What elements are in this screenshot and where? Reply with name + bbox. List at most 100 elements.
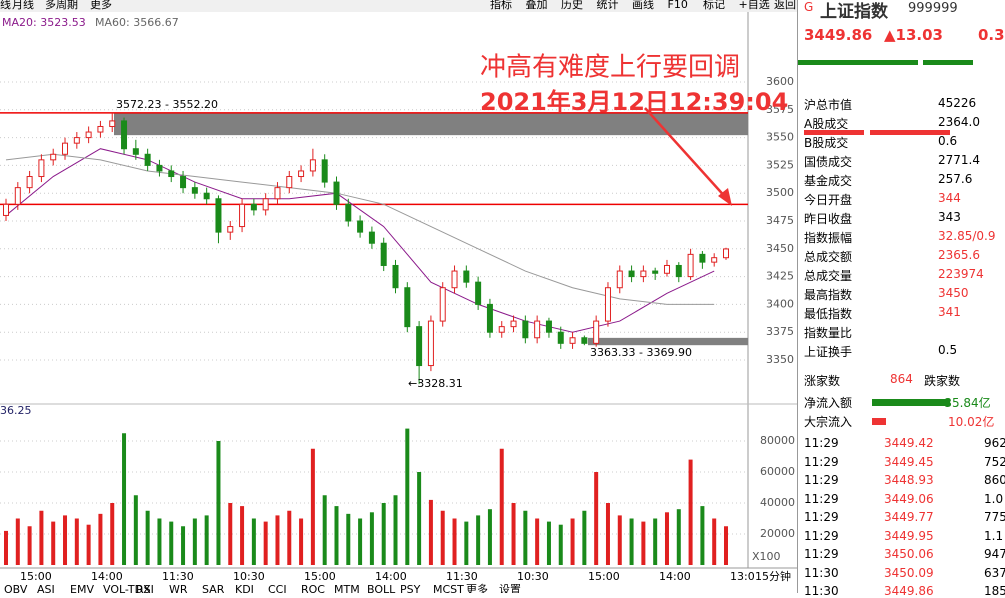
trade-vol: 1.0 (984, 491, 1004, 506)
candle-body (156, 164, 163, 172)
trade-price: 3449.86 (884, 584, 934, 598)
indicator-tab[interactable]: SAR (202, 583, 225, 593)
row-value: 2771.4 (938, 153, 980, 167)
volume-label: 36.25 (0, 404, 32, 417)
index-name: 上证指数 (820, 2, 888, 22)
indicator-tab[interactable]: ASI (37, 583, 55, 593)
candle-body (652, 270, 659, 274)
indicator-tab[interactable]: MCST (433, 583, 464, 593)
toolbar-item: 更多 (90, 0, 112, 11)
toolbar-button[interactable]: 返回 (774, 0, 796, 11)
indicator-tab[interactable]: KDJ (235, 583, 254, 593)
indicator-tab[interactable]: WR (169, 583, 188, 593)
indicator-tab[interactable]: EMV (70, 583, 94, 593)
trade-price: 3449.77 (884, 510, 934, 524)
volume-bar (381, 503, 386, 565)
time-label: 11:30 (162, 570, 194, 583)
range-label: 3572.23 - 3552.20 (116, 98, 218, 111)
volume-bar (499, 448, 504, 565)
index-code: 999999 (908, 1, 958, 16)
volume-bar (676, 509, 681, 565)
row-label: 最高指数 (804, 288, 853, 302)
toolbar-button[interactable]: +自选 (739, 0, 770, 11)
candle-body (427, 320, 434, 367)
toolbar-button[interactable]: F10 (668, 0, 688, 11)
candle-body (510, 320, 517, 328)
trade-price: 3448.93 (884, 473, 934, 487)
candle-body (132, 148, 139, 155)
indicator-tab[interactable]: VOL-TDX (103, 583, 151, 593)
trade-vol: 752 (984, 454, 1005, 469)
volume-bar (476, 515, 481, 565)
candle-body (215, 198, 222, 233)
toolbar-button[interactable]: 历史 (561, 0, 583, 11)
candle-body (239, 203, 246, 228)
volume-bar (122, 433, 127, 565)
candle-body (227, 226, 234, 233)
candle-body (345, 203, 352, 222)
trade-time: 11:29 (804, 473, 839, 487)
row-value: 0.5 (938, 343, 958, 357)
volume-bar (63, 515, 68, 565)
volume-tick-label: 40000 (760, 496, 795, 509)
volume-bar (511, 503, 516, 565)
toolbar-item: 月线 (12, 0, 34, 11)
toolbar-button[interactable]: 统计 (597, 0, 619, 11)
breadth-label: 涨家数 (804, 374, 841, 388)
row-value: 343 (938, 210, 961, 224)
volume-bar (712, 518, 717, 565)
price-tick-label: 3450 (766, 242, 794, 255)
indicator-tab[interactable]: ROC (301, 583, 325, 593)
volume-bar (181, 526, 186, 565)
breadth-value: 864 (890, 372, 913, 386)
arrow-head (718, 188, 732, 206)
flow-value: -35.84亿 (940, 396, 991, 410)
candle-body (321, 159, 328, 183)
candle-body (121, 120, 128, 150)
candle-body (180, 176, 187, 189)
toolbar-button[interactable]: 标记 (703, 0, 725, 11)
volume-tick-label: 60000 (760, 465, 795, 478)
toolbar-button[interactable]: 指标 (490, 0, 512, 11)
candle-body (203, 192, 210, 200)
indicator-tab[interactable]: PSY (400, 583, 421, 593)
indicator-tab[interactable]: CCI (268, 583, 287, 593)
candle-body (486, 303, 493, 333)
price-tick-label: 3525 (766, 158, 794, 171)
indicator-tab[interactable]: RSI (136, 583, 154, 593)
indicator-tab[interactable]: MTM (334, 583, 360, 593)
trade-time: 11:29 (804, 491, 839, 506)
candle-body (380, 242, 387, 266)
indicator-tab[interactable]: 设置 (499, 583, 521, 593)
candle-body (250, 203, 257, 211)
candle-body (545, 320, 552, 333)
volume-bar (535, 518, 540, 565)
row-label: 今日开盘 (804, 193, 853, 207)
row-value: 45226 (938, 96, 977, 110)
trade-time: 11:29 (804, 454, 839, 469)
candle-body (286, 176, 293, 189)
range-band (588, 337, 748, 346)
indicator-tab[interactable]: BOLL (367, 583, 396, 593)
toolbar-button[interactable]: 叠加 (526, 0, 548, 11)
volume-bar (464, 521, 469, 565)
row-label: A股成交 (804, 117, 849, 131)
volume-bar (310, 448, 315, 565)
volume-bar (216, 441, 221, 565)
volume-bar (39, 510, 44, 565)
volume-bar (417, 472, 422, 565)
price-tick-label: 3500 (766, 186, 794, 199)
indicator-tab[interactable]: OBV (4, 583, 28, 593)
candle-body (604, 287, 611, 322)
candle-body (675, 264, 682, 278)
volume-bar (86, 524, 91, 565)
volume-bar (641, 521, 646, 565)
toolbar-item: 线 (0, 0, 11, 11)
indicator-tab[interactable]: 更多 (466, 582, 488, 593)
volume-bar (358, 518, 363, 565)
toolbar-button[interactable]: 画线 (632, 0, 654, 11)
candle-body (73, 137, 80, 144)
volume-bar (369, 512, 374, 565)
trade-time: 11:29 (804, 547, 839, 561)
price-tick-label: 3575 (766, 103, 794, 116)
